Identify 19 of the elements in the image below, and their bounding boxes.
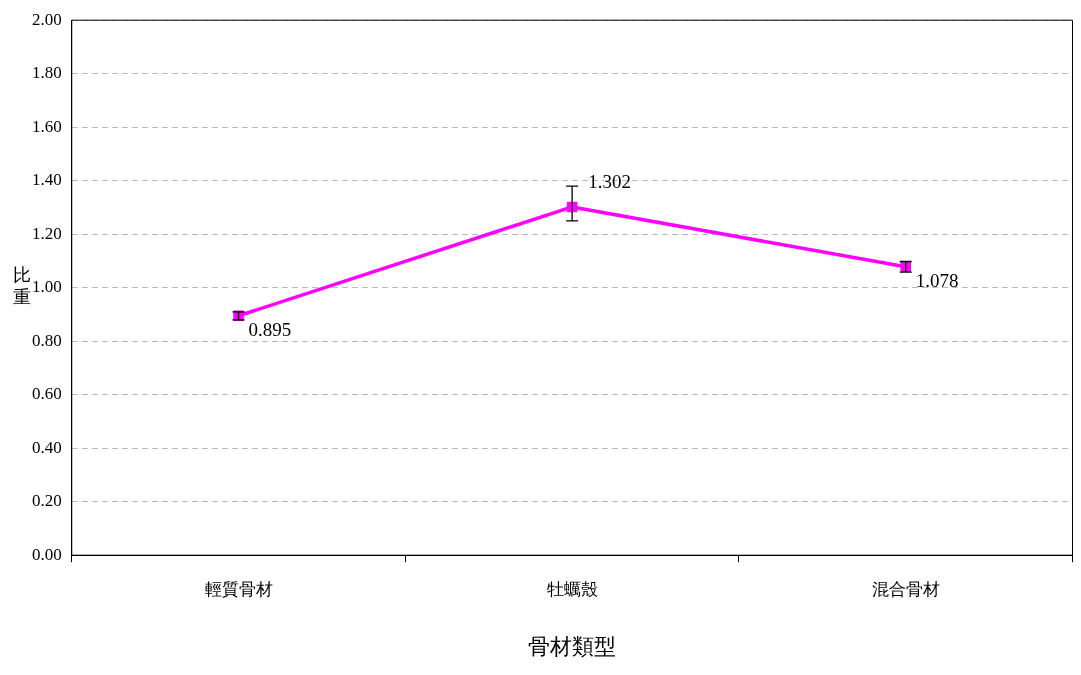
y-tick-label: 1.40: [32, 170, 62, 190]
y-tick-label: 1.20: [32, 223, 62, 243]
y-tick-label: 1.60: [32, 116, 62, 136]
y-tick-label: 0.00: [32, 544, 62, 564]
y-tick-label: 1.80: [32, 63, 62, 83]
data-label: 0.895: [248, 319, 292, 341]
y-tick-label: 0.20: [32, 491, 62, 511]
x-axis-title: 骨材類型: [528, 633, 617, 659]
y-tick-label: 2.00: [32, 9, 62, 29]
x-tick-label: 輕質骨材: [204, 579, 273, 599]
y-axis-title: 比重: [13, 265, 31, 308]
y-tick-label: 0.60: [32, 384, 62, 404]
x-tick-label: 牡蠣殼: [546, 579, 598, 599]
data-label: 1.078: [915, 270, 959, 292]
y-tick-label: 1.00: [32, 277, 62, 297]
data-label: 1.302: [588, 171, 631, 193]
y-tick-label: 0.40: [32, 437, 62, 457]
x-tick-label: 混合骨材: [871, 579, 940, 599]
y-tick-label: 0.80: [32, 330, 62, 350]
